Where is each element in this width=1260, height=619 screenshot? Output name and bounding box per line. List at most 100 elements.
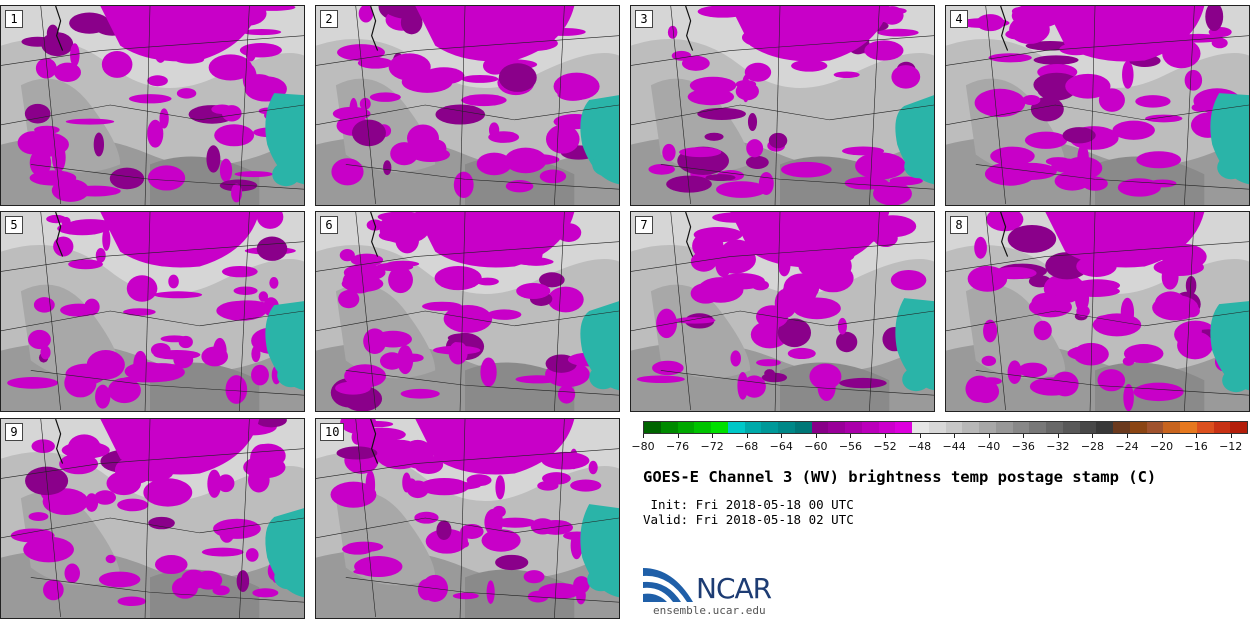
stamp-panel-6: 6 (315, 211, 620, 412)
colorbar-tick (781, 434, 783, 438)
colorbar-tick-label: −60 (804, 440, 828, 453)
colorbar-tick (1057, 434, 1059, 438)
init-time: Init: Fri 2018-05-18 00 UTC (643, 497, 854, 512)
wv-map-image (1, 6, 304, 205)
colorbar-segment (979, 422, 996, 433)
wv-map-image (631, 212, 934, 411)
stamp-panel-5: 5 (0, 211, 305, 412)
panel-label: 10 (320, 423, 345, 441)
valid-time: Valid: Fri 2018-05-18 02 UTC (643, 512, 854, 527)
colorbar-tick-label: −48 (907, 440, 932, 453)
colorbar (643, 421, 1248, 434)
colorbar-segment (660, 422, 678, 433)
colorbar-segment (1079, 422, 1097, 433)
colorbar-segment (845, 422, 862, 433)
wv-map-image (316, 419, 619, 618)
stamp-panel-10: 10 (315, 418, 620, 619)
panel-label: 3 (635, 10, 653, 28)
colorbar-segment (811, 422, 829, 433)
colorbar-segment (1196, 422, 1214, 433)
stamp-panel-4: 4 (945, 5, 1250, 206)
colorbar-tick-label: −64 (769, 440, 793, 453)
colorbar-tick (712, 434, 714, 438)
colorbar-segment (962, 422, 979, 433)
panel-label: 8 (950, 216, 968, 234)
stamp-panel-8: 8 (945, 211, 1250, 412)
wv-map-image (946, 212, 1249, 411)
colorbar-tick-label: −44 (942, 440, 966, 453)
colorbar-tick (954, 434, 956, 438)
colorbar-tick (850, 434, 852, 438)
figure-title: GOES-E Channel 3 (WV) brightness temp po… (643, 468, 1157, 486)
colorbar-tick-label: −12 (1219, 440, 1243, 453)
colorbar-segment (1113, 422, 1130, 433)
colorbar-segment (1180, 422, 1197, 433)
colorbar-segment (727, 422, 745, 433)
colorbar-segment (878, 422, 896, 433)
colorbar-tick (643, 434, 644, 438)
colorbar-tick (1127, 434, 1128, 438)
colorbar-tick-label: −76 (665, 440, 690, 453)
colorbar-segment (995, 422, 1013, 433)
colorbar-tick (1230, 434, 1232, 438)
colorbar-segment (1146, 422, 1164, 433)
colorbar-segment (1213, 422, 1231, 433)
colorbar-tick (1023, 434, 1025, 438)
colorbar-segment (1062, 422, 1080, 433)
colorbar-segment (861, 422, 879, 433)
colorbar-segment (644, 422, 661, 433)
colorbar-segment (744, 422, 762, 433)
panel-label: 5 (5, 216, 23, 234)
wv-map-image (316, 212, 619, 411)
colorbar-segment (1129, 422, 1147, 433)
colorbar-segment (1029, 422, 1046, 433)
logo-url: ensemble.ucar.edu (653, 604, 766, 617)
colorbar-tick-label: −52 (873, 440, 897, 453)
colorbar-tick (885, 434, 886, 438)
colorbar-tick (988, 434, 990, 438)
colorbar-segment (711, 422, 728, 433)
colorbar-tick-label: −40 (977, 440, 1001, 453)
wv-map-image (1, 212, 304, 411)
colorbar-ticks: −80 −76 −72 −68 −64 −60 −56 −52 −48 −44 −40 −36 −32−… (631, 434, 1248, 454)
colorbar-segment (1230, 422, 1247, 433)
colorbar-tick (815, 434, 817, 438)
colorbar-segment (895, 422, 912, 433)
colorbar-segment (828, 422, 845, 433)
colorbar-segment (912, 422, 929, 433)
wv-map-image (946, 6, 1249, 205)
panel-label: 1 (5, 10, 23, 28)
colorbar-tick (746, 434, 748, 438)
colorbar-segment (1096, 422, 1113, 433)
colorbar-tick (1196, 434, 1198, 438)
wv-map-image (631, 6, 934, 205)
stamp-panel-7: 7 (630, 211, 935, 412)
panel-label: 7 (635, 216, 653, 234)
colorbar-tick (1092, 434, 1094, 438)
colorbar-segment (794, 422, 812, 433)
colorbar-segment (1012, 422, 1030, 433)
panel-label: 2 (320, 10, 338, 28)
colorbar-tick-label: −36 (1011, 440, 1035, 453)
ncar-logo-icon (643, 568, 693, 602)
colorbar-tick-label: −72 (700, 440, 724, 453)
stamp-panel-2: 2 (315, 5, 620, 206)
logo-text: NCAR (696, 572, 772, 605)
colorbar-segment (945, 422, 963, 433)
colorbar-tick-label: −24 (1115, 440, 1139, 453)
colorbar-segment (928, 422, 946, 433)
wv-map-image (1, 419, 304, 618)
colorbar-tick-label: −32 (1046, 440, 1070, 453)
colorbar-segment (1163, 422, 1180, 433)
panel-label: 4 (950, 10, 968, 28)
colorbar-tick (919, 434, 921, 438)
colorbar-tick (1161, 434, 1163, 438)
wv-map-image (316, 6, 619, 205)
panel-label: 9 (5, 423, 23, 441)
stamp-panel-3: 3 (630, 5, 935, 206)
colorbar-tick (677, 434, 679, 438)
colorbar-tick-label: −80 (631, 440, 655, 453)
colorbar-segment (1046, 422, 1063, 433)
colorbar-tick-label: −56 (838, 440, 863, 453)
stamp-panel-9: 9 (0, 418, 305, 619)
